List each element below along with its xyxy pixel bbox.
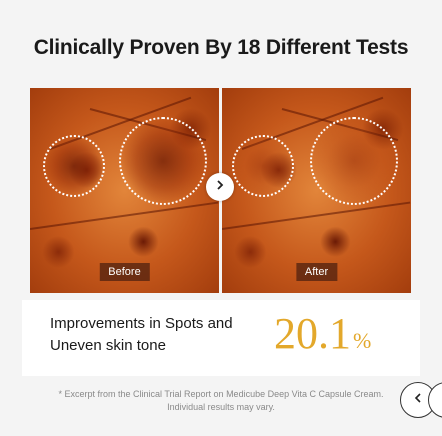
result-value: 20.1: [274, 309, 351, 358]
result-unit: %: [353, 328, 372, 353]
before-after-comparison: Before After: [30, 88, 411, 293]
before-label: Before: [99, 263, 150, 281]
chevron-left-icon: [412, 391, 424, 409]
spot-highlight-right: [310, 117, 398, 205]
spot-highlight-left: [43, 135, 105, 197]
result-description-line1: Improvements in Spots and: [50, 315, 233, 332]
before-photo: Before: [30, 88, 219, 293]
result-description-line2: Uneven skin tone: [50, 337, 166, 354]
result-card: Improvements in Spots and Uneven skin to…: [22, 300, 420, 376]
after-label: After: [295, 263, 338, 281]
chevron-right-icon: [214, 178, 226, 196]
disclaimer: * Excerpt from the Clinical Trial Report…: [0, 388, 442, 414]
spot-highlight-right: [119, 117, 207, 205]
disclaimer-line1: * Excerpt from the Clinical Trial Report…: [58, 389, 384, 399]
after-photo: After: [222, 88, 411, 293]
result-description: Improvements in Spots and Uneven skin to…: [50, 313, 280, 357]
disclaimer-line2: Individual results may vary.: [167, 402, 275, 412]
page-title: Clinically Proven By 18 Different Tests: [33, 36, 409, 59]
result-stat: 20.1%: [274, 308, 371, 359]
spot-highlight-left: [232, 135, 294, 197]
compare-next-button[interactable]: [206, 173, 234, 201]
